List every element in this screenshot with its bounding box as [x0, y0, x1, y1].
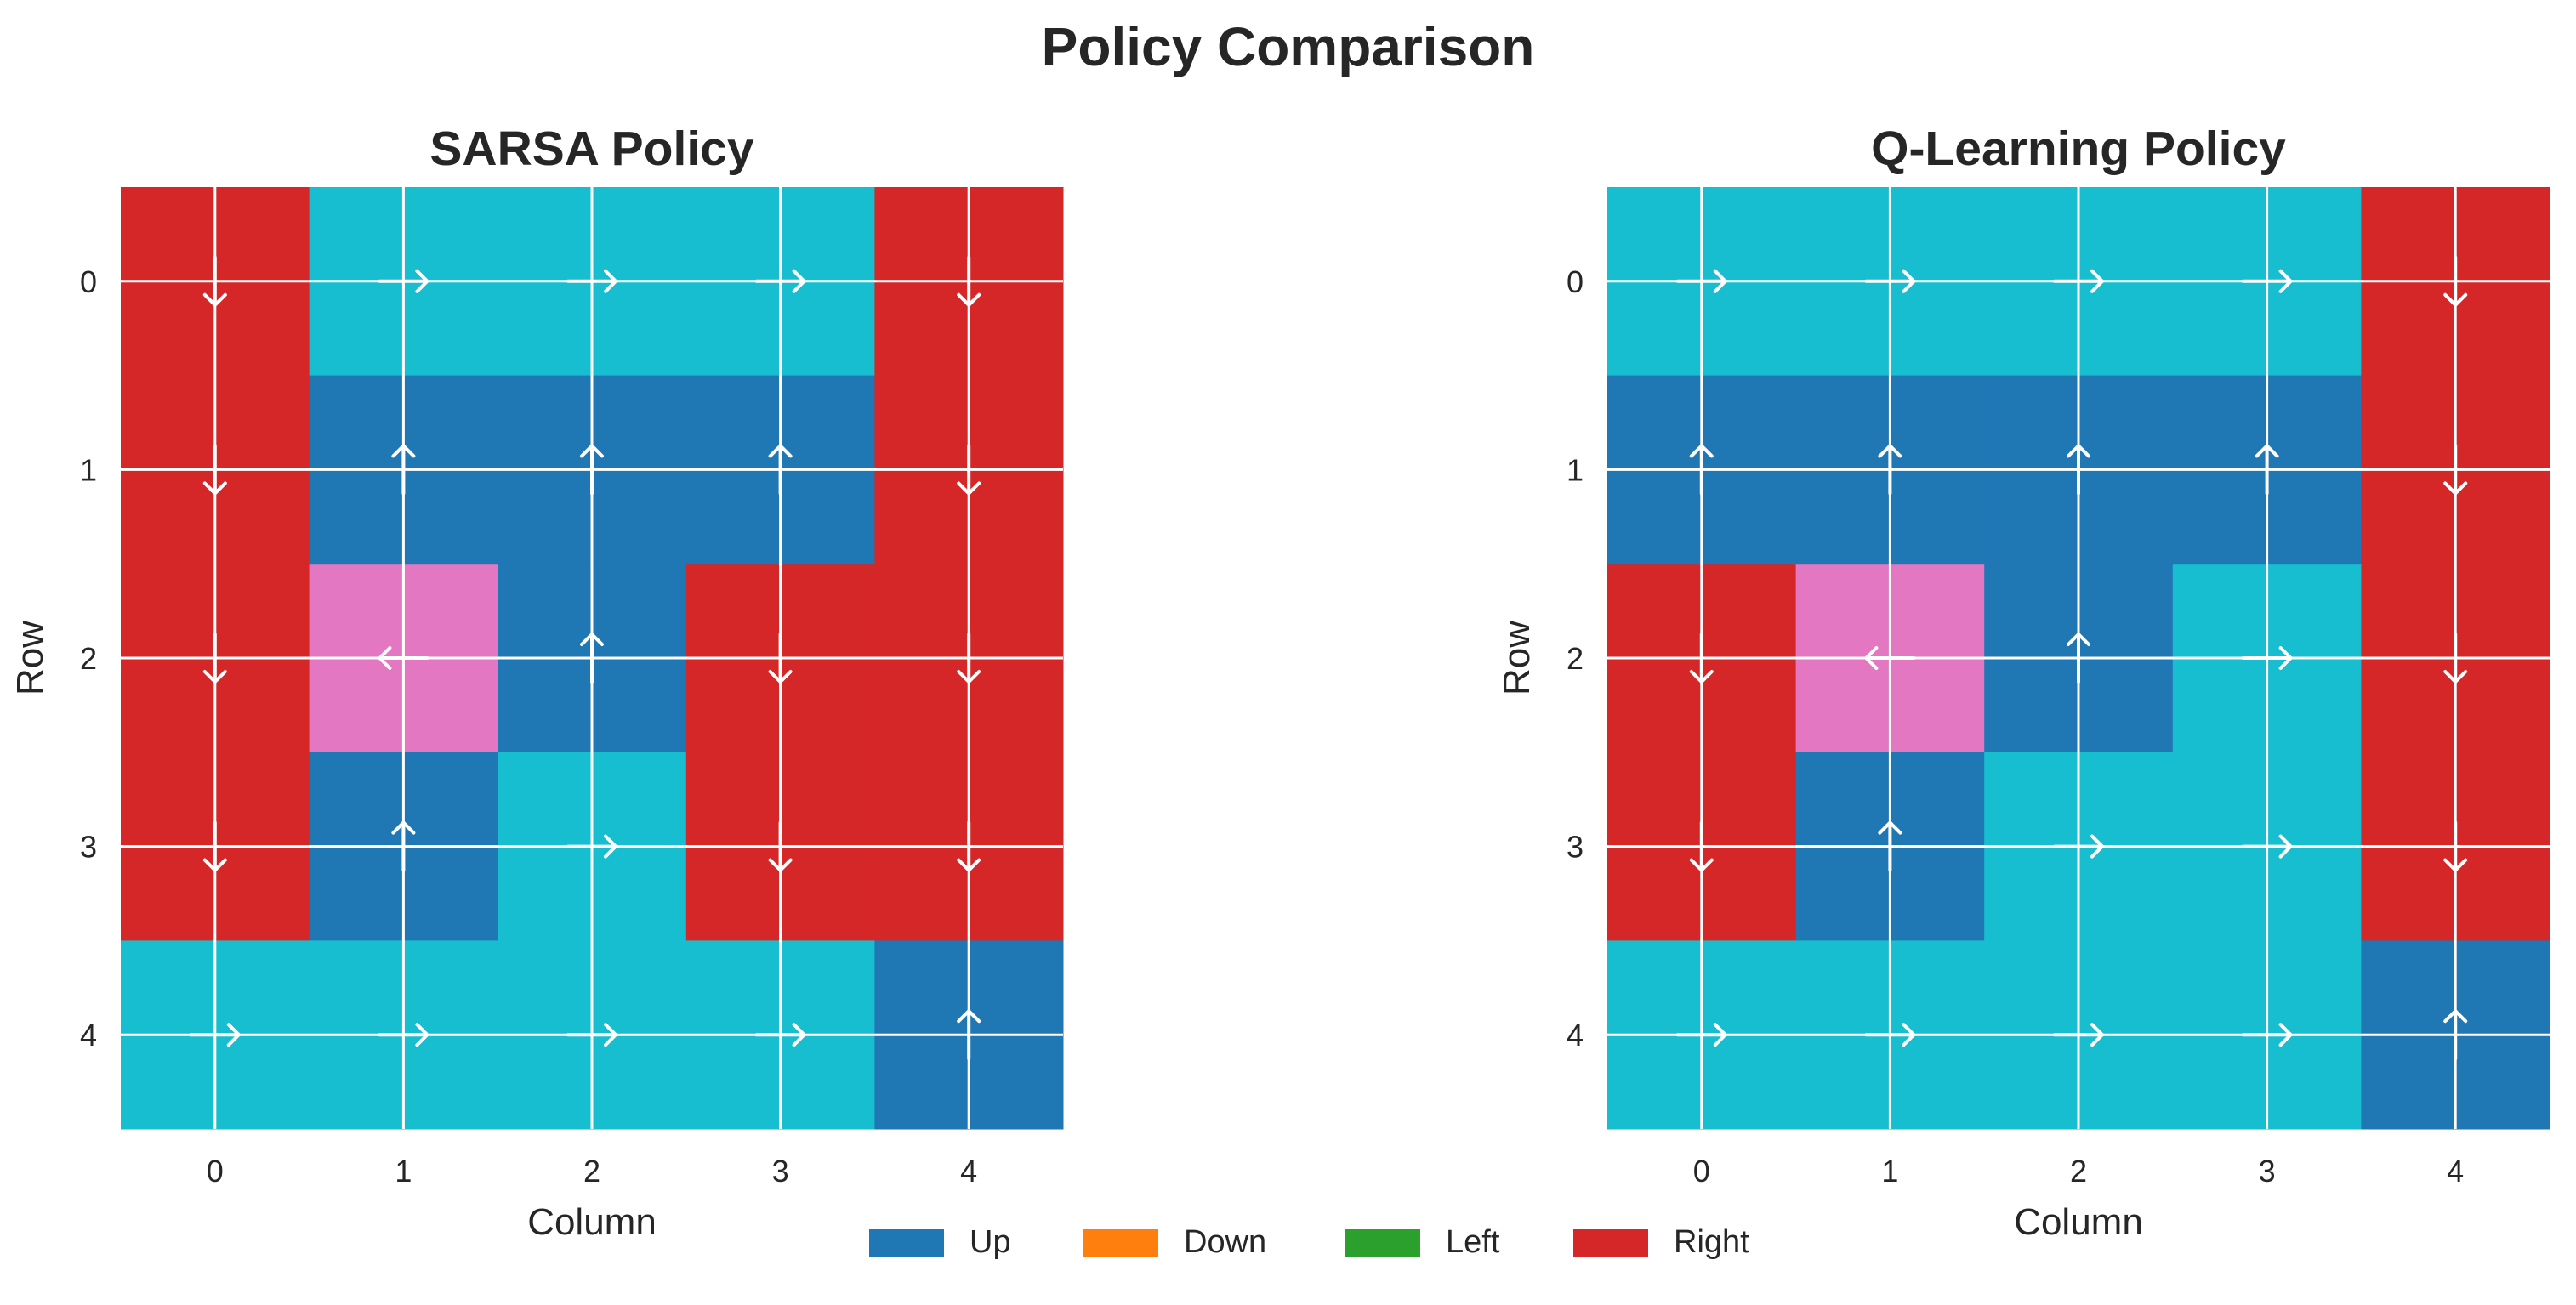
policy-arrow-r0-c0	[1675, 269, 1727, 293]
policy-arrow-r3-c2	[566, 834, 617, 859]
policy-arrow-r4-c0	[1675, 1023, 1727, 1047]
policy-arrow-r3-c0	[1689, 820, 1714, 872]
x-tick-label: 2	[583, 1154, 600, 1189]
policy-arrow-r1-c0	[202, 444, 227, 496]
policy-arrow-r0-c4	[2443, 255, 2468, 307]
figure-title: Policy Comparison	[1041, 16, 1535, 77]
policy-arrow-r1-c0	[1689, 444, 1714, 496]
x-tick-label: 0	[207, 1154, 224, 1189]
policy-arrow-r2-c2	[580, 633, 604, 684]
legend-item-right: Right	[1573, 1224, 1749, 1261]
policy-arrow-r4-c4	[2443, 1009, 2468, 1061]
policy-arrow-r0-c0	[202, 255, 227, 307]
policy-arrow-r1-c1	[391, 444, 416, 496]
policy-arrow-r2-c4	[2443, 633, 2468, 684]
policy-arrow-r1-c2	[580, 444, 604, 496]
policy-arrow-r0-c3	[754, 269, 806, 293]
x-tick-label: 1	[395, 1154, 412, 1189]
policy-arrow-r2-c1	[1864, 646, 1916, 670]
legend-label: Down	[1184, 1224, 1267, 1260]
policy-arrow-r3-c1	[391, 820, 416, 872]
policy-arrow-r4-c1	[378, 1023, 429, 1047]
policy-arrow-r2-c3	[768, 633, 793, 684]
y-tick-label: 3	[80, 830, 97, 865]
legend-label: Right	[1674, 1224, 1749, 1260]
y-axis-label: Row	[1496, 621, 1538, 695]
legend-item-left: Left	[1345, 1224, 1499, 1261]
y-tick-label: 4	[1567, 1018, 1584, 1053]
policy-arrow-r0-c4	[957, 255, 981, 307]
legend-item-down: Down	[1083, 1224, 1266, 1261]
x-axis-label: Column	[527, 1201, 657, 1243]
policy-arrow-r1-c3	[768, 444, 793, 496]
policy-arrow-r3-c1	[1878, 820, 1902, 872]
policy-arrow-r0-c2	[566, 269, 617, 293]
policy-arrow-r3-c2	[2053, 834, 2104, 859]
policy-arrow-r0-c3	[2241, 269, 2293, 293]
legend-swatch	[1345, 1228, 1420, 1257]
y-tick-label: 1	[1567, 452, 1584, 487]
policy-arrow-r3-c0	[202, 820, 227, 872]
x-tick-label: 0	[1693, 1154, 1710, 1189]
legend-label: Left	[1446, 1224, 1500, 1260]
policy-arrow-r0-c1	[1864, 269, 1916, 293]
legend: Up Down Left Right	[0, 1224, 2576, 1275]
legend-swatch	[869, 1228, 944, 1257]
legend-swatch	[1573, 1228, 1648, 1257]
policy-arrow-r2-c0	[202, 633, 227, 684]
panel-title: SARSA Policy	[429, 122, 753, 176]
policy-arrow-r2-c4	[957, 633, 981, 684]
policy-arrow-r3-c4	[957, 820, 981, 872]
y-axis-label: Row	[9, 621, 51, 695]
panel-title: Q-Learning Policy	[1871, 122, 2286, 176]
policy-arrow-r3-c3	[768, 820, 793, 872]
policy-arrow-r4-c1	[1864, 1023, 1916, 1047]
policy-panel-1: Q-Learning Policy 0 1 2 3 4 0 1 2 3 4 Column Row	[1496, 122, 2550, 1243]
policy-arrow-r1-c4	[2443, 444, 2468, 496]
policy-arrow-r0-c2	[2053, 269, 2104, 293]
policy-arrow-r1-c4	[957, 444, 981, 496]
policy-arrow-r3-c4	[2443, 820, 2468, 872]
x-tick-label: 3	[772, 1154, 789, 1189]
policy-arrow-r0-c1	[378, 269, 429, 293]
y-tick-label: 3	[1567, 830, 1584, 865]
policy-arrow-r2-c0	[1689, 633, 1714, 684]
x-tick-label: 3	[2259, 1154, 2276, 1189]
policy-arrow-r3-c3	[2241, 834, 2293, 859]
x-tick-label: 4	[960, 1154, 977, 1189]
policy-arrow-r4-c3	[2241, 1023, 2293, 1047]
y-tick-label: 2	[80, 641, 97, 676]
policy-arrow-r4-c3	[754, 1023, 806, 1047]
policy-arrow-r2-c1	[378, 646, 429, 670]
legend-swatch	[1083, 1228, 1158, 1257]
y-tick-label: 1	[80, 452, 97, 487]
policy-arrow-r1-c2	[2067, 444, 2090, 496]
policy-arrow-r1-c1	[1878, 444, 1902, 496]
legend-label: Up	[970, 1224, 1011, 1260]
x-tick-label: 4	[2447, 1154, 2464, 1189]
policy-arrow-r4-c2	[566, 1023, 617, 1047]
y-tick-label: 0	[80, 264, 97, 299]
policy-arrow-r2-c2	[2067, 633, 2090, 684]
policy-arrow-r1-c3	[2255, 444, 2279, 496]
policy-panel-0: SARSA Policy 0 1 2 3 4 0 1 2 3 4 Column Row	[9, 122, 1064, 1243]
policy-arrow-r4-c0	[189, 1023, 241, 1047]
y-tick-label: 4	[80, 1018, 97, 1053]
policy-arrow-r4-c4	[957, 1009, 981, 1061]
legend-item-up: Up	[869, 1224, 1011, 1261]
x-axis-label: Column	[2014, 1201, 2143, 1243]
y-tick-label: 0	[1567, 264, 1584, 299]
x-tick-label: 1	[1881, 1154, 1898, 1189]
policy-arrow-r2-c3	[2241, 646, 2293, 670]
y-tick-label: 2	[1567, 641, 1584, 676]
x-tick-label: 2	[2070, 1154, 2087, 1189]
policy-arrow-r4-c2	[2053, 1023, 2104, 1047]
